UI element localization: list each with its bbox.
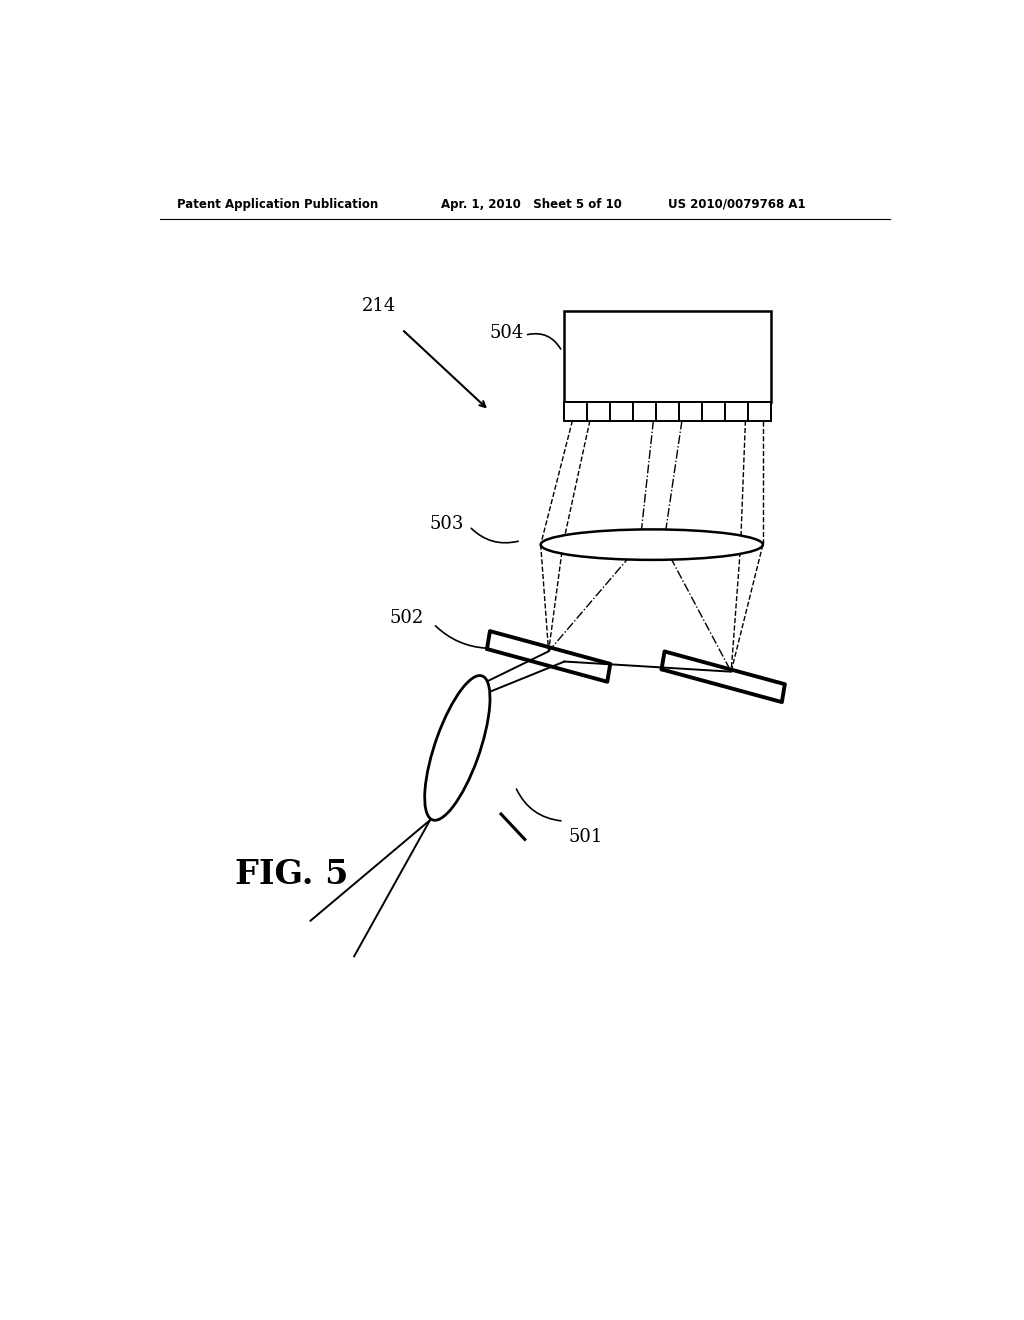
Text: Patent Application Publication: Patent Application Publication (177, 198, 379, 211)
Bar (633, 403, 656, 421)
Text: 503: 503 (430, 515, 464, 533)
Bar (656, 403, 679, 421)
Text: 504: 504 (489, 325, 523, 342)
Bar (679, 403, 702, 421)
Bar (702, 403, 725, 421)
Text: 501: 501 (568, 829, 603, 846)
Bar (588, 403, 610, 421)
Bar (748, 403, 771, 421)
Bar (564, 403, 588, 421)
Text: 214: 214 (362, 297, 396, 314)
Text: FIG. 5: FIG. 5 (236, 858, 348, 891)
Text: 502: 502 (390, 609, 424, 627)
Text: US 2010/0079768 A1: US 2010/0079768 A1 (668, 198, 805, 211)
Ellipse shape (541, 529, 763, 560)
Ellipse shape (425, 676, 490, 820)
Bar (564, 312, 771, 403)
Bar (725, 403, 748, 421)
Text: Apr. 1, 2010   Sheet 5 of 10: Apr. 1, 2010 Sheet 5 of 10 (441, 198, 623, 211)
Bar (610, 403, 633, 421)
